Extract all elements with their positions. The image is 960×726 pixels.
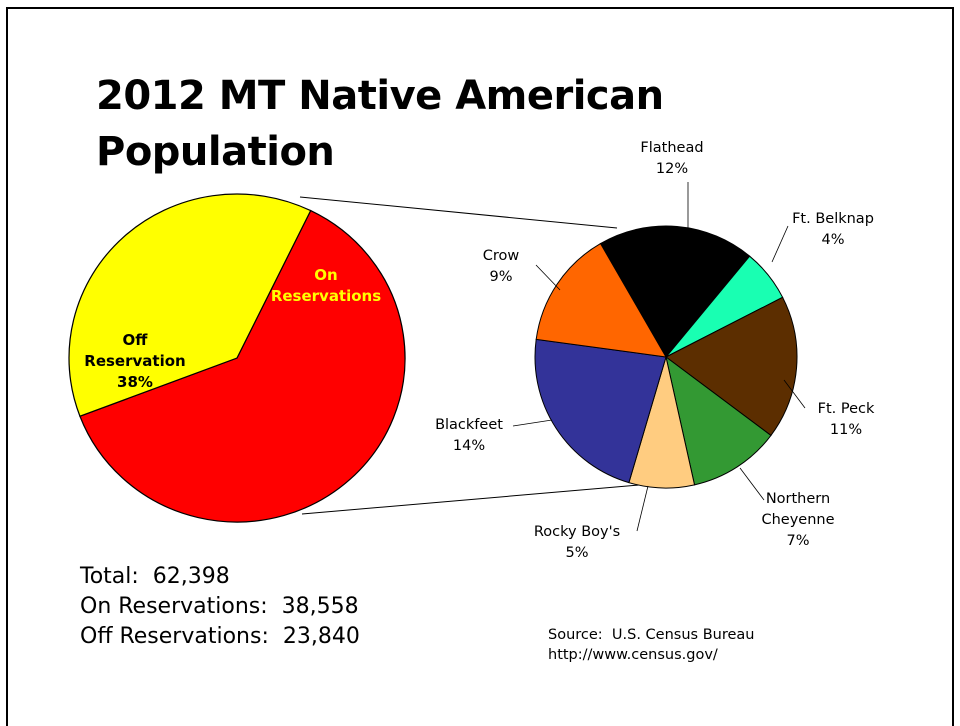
chart-title: 2012 MT Native American Population bbox=[96, 73, 664, 175]
detail-label-crow: Crow 9% bbox=[483, 248, 520, 285]
on-reservations-stat: On Reservations: 38,558 bbox=[80, 594, 359, 619]
population-stats: Total: 62,398 On Reservations: 38,558 Of… bbox=[80, 562, 360, 652]
detail-pct-crow: 9% bbox=[489, 269, 512, 285]
detail-pie bbox=[534, 225, 798, 489]
main-label-on-reservations: On Reservations bbox=[271, 266, 381, 305]
detail-label-ft-belknap: Ft. Belknap 4% bbox=[792, 211, 874, 248]
main-pie bbox=[68, 193, 406, 523]
detail-pct-flathead: 12% bbox=[656, 161, 688, 177]
slice-labels: On Reservations Off Reservation 38% Flathead 1… bbox=[84, 140, 875, 561]
detail-slice-northern-cheyenne bbox=[665, 355, 772, 486]
detail-label-northern-cheyenne: Northern Cheyenne 7% bbox=[761, 491, 834, 549]
leader-line-ft-peck bbox=[783, 379, 806, 409]
connector-top bbox=[299, 196, 618, 229]
detail-pct-rocky-boy-s: 5% bbox=[565, 545, 588, 561]
off-reservations-stat: Off Reservations: 23,840 bbox=[80, 624, 360, 649]
detail-label-ft-peck: Ft. Peck 11% bbox=[818, 401, 875, 438]
detail-pct-blackfeet: 14% bbox=[453, 438, 485, 454]
leader-line-ft-belknap bbox=[771, 225, 789, 263]
leader-line-crow bbox=[535, 264, 561, 291]
detail-pct-northern-cheyenne: 7% bbox=[786, 533, 809, 549]
connector-bottom bbox=[301, 483, 652, 515]
detail-label-rocky-boy-s: Rocky Boy's 5% bbox=[534, 524, 620, 561]
leader-line-northern-cheyenne bbox=[739, 467, 765, 501]
leader-line-blackfeet bbox=[512, 419, 553, 427]
detail-label-blackfeet: Blackfeet 14% bbox=[435, 417, 503, 454]
slide-frame bbox=[6, 7, 954, 726]
main-slice-off-reservation bbox=[68, 193, 312, 418]
detail-pct-ft-belknap: 4% bbox=[821, 232, 844, 248]
connector-lines bbox=[299, 196, 652, 515]
main-label-off-reservation: Off Reservation 38% bbox=[84, 331, 185, 391]
source-note: Source: U.S. Census Bureau http://www.ce… bbox=[548, 625, 754, 665]
total-stat: Total: 62,398 bbox=[80, 564, 230, 589]
source-line: Source: U.S. Census Bureau bbox=[548, 627, 755, 643]
detail-slice-ft-peck bbox=[665, 296, 798, 437]
detail-slice-flathead bbox=[599, 225, 751, 358]
main-slice-on-reservations bbox=[79, 209, 406, 523]
detail-pct-ft-peck: 11% bbox=[830, 422, 862, 438]
source-url: http://www.census.gov/ bbox=[548, 647, 718, 663]
detail-slice-crow bbox=[535, 242, 667, 358]
detail-label-flathead: Flathead 12% bbox=[640, 140, 703, 177]
detail-slice-blackfeet bbox=[534, 338, 667, 484]
leader-line-rocky-boy-s bbox=[636, 485, 649, 532]
